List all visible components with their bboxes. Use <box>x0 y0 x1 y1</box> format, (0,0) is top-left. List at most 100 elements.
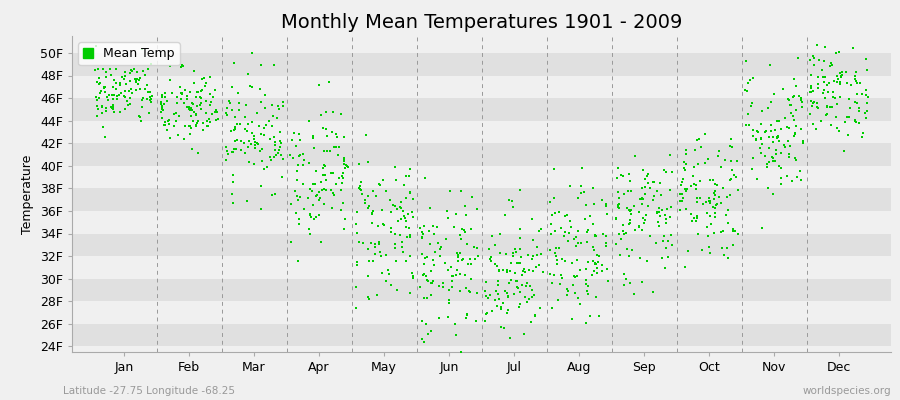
Point <box>317 148 331 154</box>
Point <box>381 266 395 273</box>
Point <box>488 261 502 268</box>
Point <box>364 210 379 216</box>
Point <box>693 178 707 185</box>
Point <box>698 160 713 166</box>
Point <box>330 152 345 158</box>
Point <box>788 76 802 82</box>
Point <box>794 97 808 103</box>
Point <box>709 182 724 188</box>
Point <box>664 204 679 210</box>
Point <box>238 114 253 120</box>
Point <box>399 173 413 179</box>
Point <box>158 122 173 128</box>
Point <box>634 185 649 192</box>
Point <box>706 230 721 236</box>
Point <box>291 162 305 168</box>
Point <box>316 172 330 178</box>
Point <box>703 213 717 219</box>
Point <box>758 153 772 159</box>
Point <box>136 95 150 102</box>
Point <box>546 272 561 278</box>
Point <box>316 164 330 171</box>
Point <box>194 102 208 108</box>
Point <box>859 115 873 122</box>
Point <box>595 196 609 203</box>
Point <box>690 213 705 219</box>
Point <box>707 209 722 216</box>
Point <box>513 289 527 295</box>
Point <box>368 244 382 250</box>
Point <box>421 331 436 338</box>
Point <box>701 232 716 239</box>
Point <box>447 321 462 327</box>
Point <box>859 87 873 93</box>
Point <box>167 110 182 117</box>
Point <box>600 266 615 272</box>
Point <box>405 196 419 202</box>
Point <box>628 227 643 234</box>
Point <box>132 74 147 81</box>
Point <box>225 199 239 206</box>
Point <box>803 111 817 117</box>
Point <box>361 192 375 199</box>
Point <box>422 241 436 247</box>
Point <box>316 125 330 132</box>
Point <box>458 228 473 235</box>
Point <box>133 118 148 124</box>
Point <box>500 307 515 314</box>
Point <box>482 295 496 302</box>
Point <box>111 96 125 102</box>
Point <box>132 112 147 119</box>
Point <box>156 106 170 113</box>
Point <box>383 229 398 236</box>
Point <box>560 212 574 218</box>
Point <box>848 118 862 124</box>
Point <box>652 180 667 186</box>
Point <box>196 120 211 127</box>
Point <box>665 169 680 176</box>
Point <box>209 116 223 123</box>
Point <box>270 102 284 109</box>
Point <box>577 189 591 196</box>
Point <box>609 214 624 221</box>
Point <box>623 216 637 223</box>
Point <box>89 113 104 120</box>
Point <box>176 136 191 142</box>
Point <box>163 135 177 141</box>
Point <box>415 229 429 236</box>
Text: worldspecies.org: worldspecies.org <box>803 386 891 396</box>
Point <box>848 76 862 82</box>
Point <box>849 99 863 105</box>
Point <box>611 201 625 207</box>
Point <box>226 126 240 133</box>
Point <box>308 180 322 187</box>
Point <box>771 162 786 169</box>
Point <box>274 152 289 158</box>
Point <box>774 164 788 171</box>
Point <box>640 258 654 264</box>
Point <box>478 318 492 324</box>
Point <box>143 96 157 103</box>
Point <box>590 265 605 272</box>
Point <box>132 114 147 120</box>
Point <box>135 96 149 103</box>
Point <box>579 281 593 288</box>
Point <box>650 209 664 215</box>
Point <box>406 214 420 220</box>
Point <box>441 314 455 320</box>
Point <box>186 100 201 107</box>
Point <box>595 231 609 237</box>
Point <box>673 191 688 198</box>
Point <box>708 181 723 188</box>
Point <box>608 241 623 247</box>
Point <box>354 186 368 193</box>
Point <box>787 116 801 123</box>
Point <box>320 132 334 139</box>
Point <box>704 221 718 227</box>
Point <box>273 144 287 150</box>
Point <box>371 223 385 229</box>
Point <box>139 86 153 93</box>
Point <box>101 97 115 103</box>
Point <box>400 234 414 240</box>
Point <box>248 142 263 148</box>
